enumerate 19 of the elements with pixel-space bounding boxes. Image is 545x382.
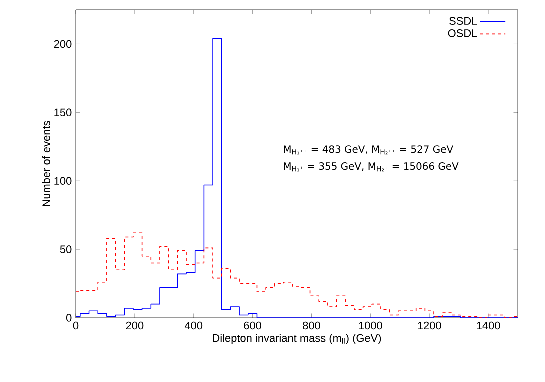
x-tick-label: 600 — [244, 322, 262, 330]
x-tick-label: 1000 — [359, 322, 382, 330]
y-tick-label: 0 — [66, 314, 72, 322]
x-tick-label: 1200 — [418, 322, 442, 330]
legend-label: SSDL — [450, 17, 478, 26]
legend-label: OSDL — [448, 30, 478, 38]
y-tick-label: 50 — [60, 246, 72, 254]
x-tick-label: 0 — [73, 322, 79, 330]
x-tick-label: 1400 — [477, 322, 500, 330]
y-axis-title: Number of events — [42, 121, 50, 206]
annotation: M$_{H₁⁺}$ = 355 GeV, M$_{H₂⁺}$ = 15066 GeV — [284, 162, 459, 172]
annotation: M$_{H₁⁺⁺}$ = 483 GeV, M$_{H₂⁺⁺}$ = 527 GeV — [284, 146, 454, 155]
x-tick-label: 400 — [184, 322, 203, 330]
y-tick-label: 150 — [54, 108, 72, 117]
x-tick-label: 800 — [303, 322, 320, 330]
x-axis-title: Dilepton invariant mass (m$_{ll}$) (GeV) — [213, 334, 382, 344]
x-tick-label: 200 — [126, 322, 144, 330]
y-tick-label: 200 — [54, 40, 72, 48]
y-tick-label: 100 — [54, 177, 72, 185]
